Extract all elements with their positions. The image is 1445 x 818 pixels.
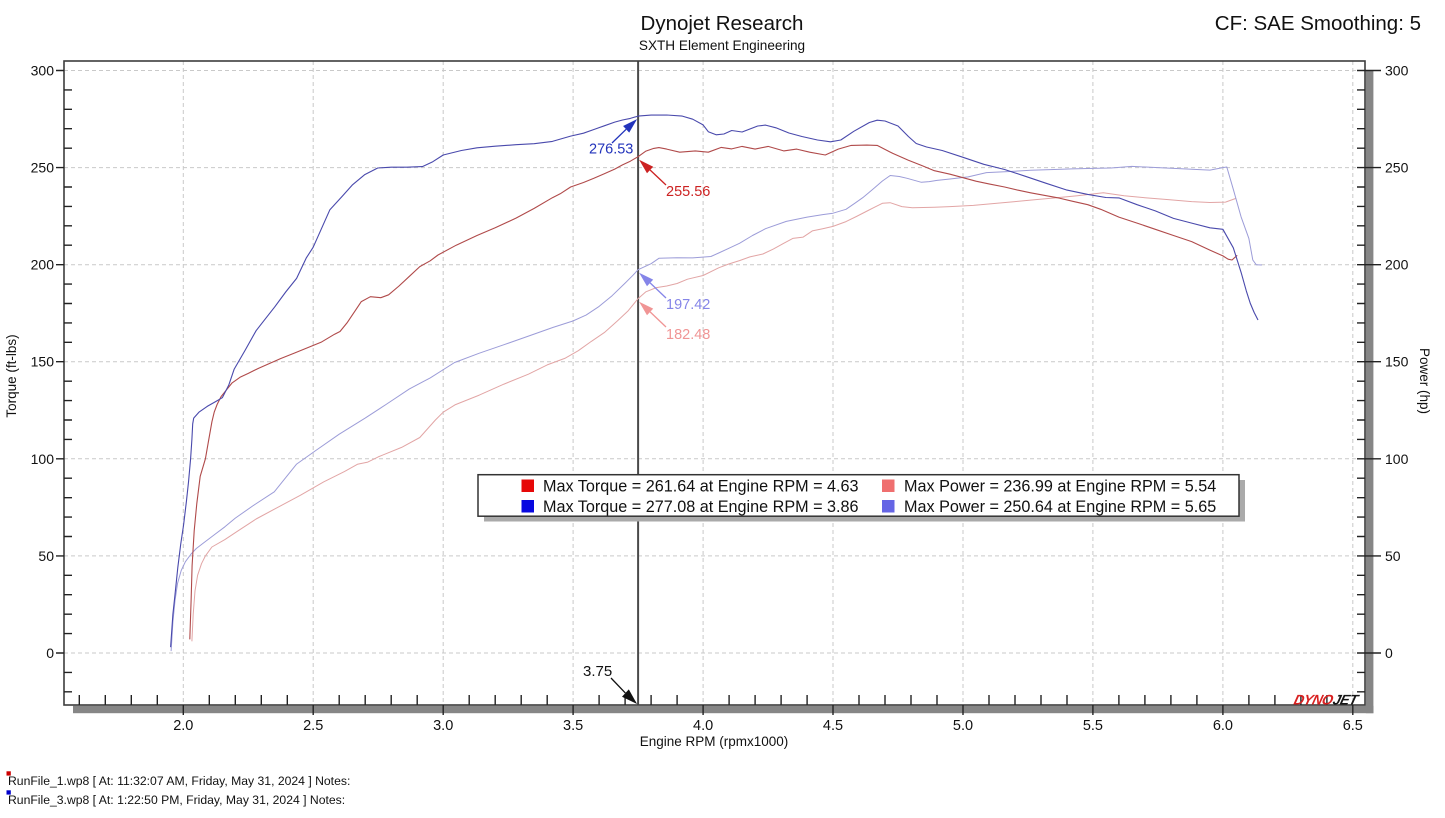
svg-text:2.5: 2.5 [303,718,323,734]
svg-text:RunFile_3.wp8 [ At: 1:22:50 PM: RunFile_3.wp8 [ At: 1:22:50 PM, Friday, … [8,793,345,807]
svg-text:150: 150 [31,354,55,370]
svg-text:250: 250 [31,160,55,176]
svg-text:6.0: 6.0 [1213,718,1233,734]
svg-text:3.5: 3.5 [563,718,583,734]
svg-text:CF: SAE Smoothing: 5: CF: SAE Smoothing: 5 [1215,12,1421,35]
svg-text:50: 50 [38,548,54,564]
svg-text:JET: JET [1331,693,1361,709]
svg-text:Power (hp): Power (hp) [1417,348,1432,414]
svg-text:182.48: 182.48 [666,327,710,343]
svg-text:6.5: 6.5 [1343,718,1363,734]
svg-text:100: 100 [31,451,55,467]
svg-text:3.0: 3.0 [433,718,453,734]
svg-text:RunFile_1.wp8 [ At: 11:32:07 A: RunFile_1.wp8 [ At: 11:32:07 AM, Friday,… [8,774,350,788]
svg-text:Max Power = 236.99 at Engine R: Max Power = 236.99 at Engine RPM = 5.54 [904,478,1216,496]
svg-text:Max Torque = 277.08 at Engine: Max Torque = 277.08 at Engine RPM = 3.86 [543,498,859,516]
svg-text:5.5: 5.5 [1083,718,1103,734]
svg-text:150: 150 [1385,354,1409,370]
svg-text:0: 0 [1385,645,1393,661]
svg-text:100: 100 [1385,451,1409,467]
svg-text:2.0: 2.0 [173,718,193,734]
svg-text:300: 300 [31,63,55,79]
svg-text:50: 50 [1385,548,1401,564]
svg-text:4.0: 4.0 [693,718,713,734]
svg-text:255.56: 255.56 [666,184,710,200]
svg-text:Max Torque = 261.64 at Engine: Max Torque = 261.64 at Engine RPM = 4.63 [543,478,859,496]
svg-text:197.42: 197.42 [666,297,710,313]
svg-text:200: 200 [1385,257,1409,273]
svg-text:250: 250 [1385,160,1409,176]
svg-text:0: 0 [46,645,54,661]
svg-text:Torque (ft-lbs): Torque (ft-lbs) [4,334,19,417]
svg-text:Max Power = 250.64 at Engine R: Max Power = 250.64 at Engine RPM = 5.65 [904,498,1216,516]
svg-text:Dynojet Research: Dynojet Research [641,12,804,35]
svg-text:DYNO: DYNO [1292,693,1335,709]
svg-text:SXTH Element Engineering: SXTH Element Engineering [639,38,805,53]
svg-text:5.0: 5.0 [953,718,973,734]
svg-text:276.53: 276.53 [589,142,633,158]
svg-text:Engine RPM (rpmx1000): Engine RPM (rpmx1000) [640,734,789,749]
svg-text:3.75: 3.75 [583,663,612,680]
svg-text:200: 200 [31,257,55,273]
svg-text:300: 300 [1385,63,1409,79]
svg-text:4.5: 4.5 [823,718,843,734]
